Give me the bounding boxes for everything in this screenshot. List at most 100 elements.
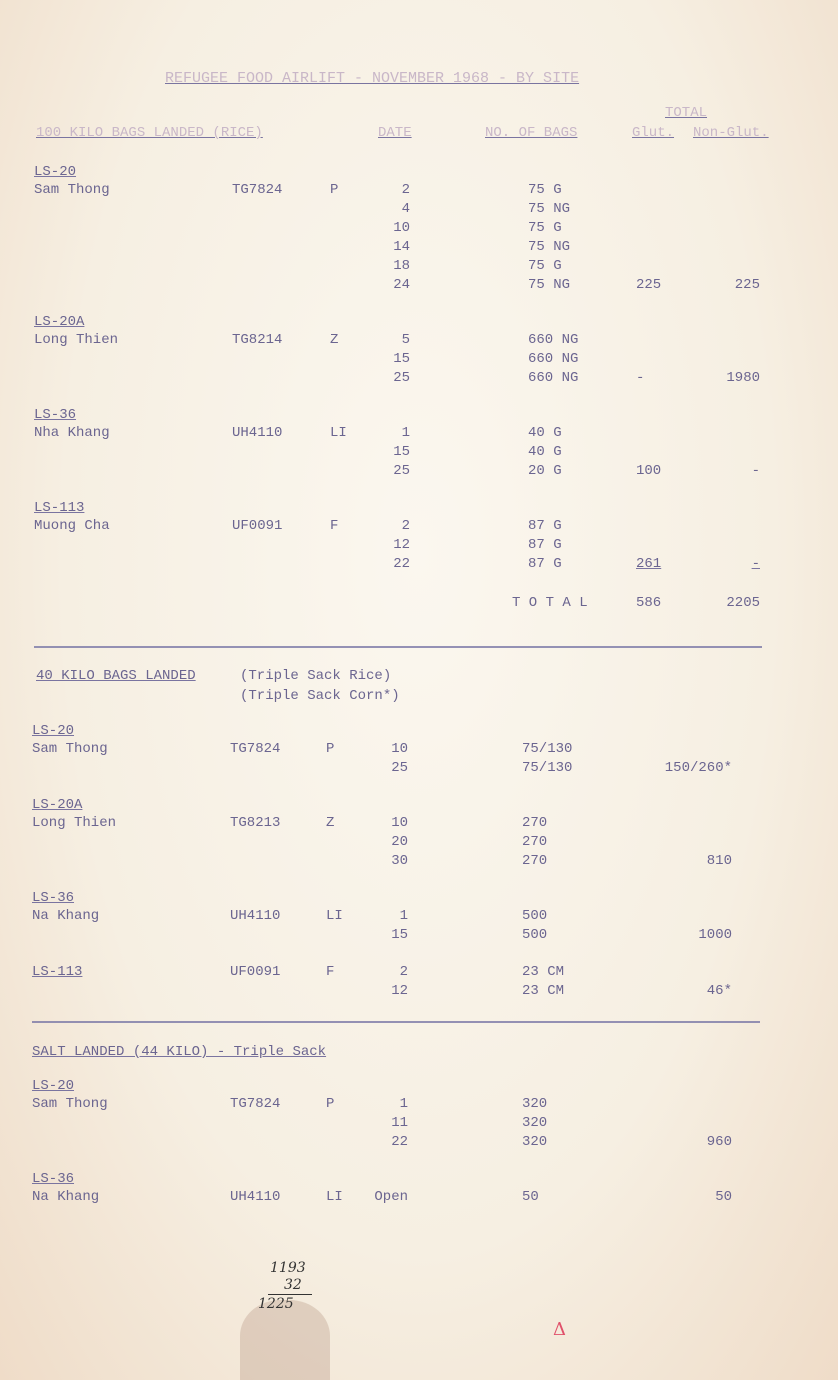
site-code: TG8214 (232, 332, 283, 348)
glut-total: 225 (636, 277, 662, 293)
glut-header: Glut. (632, 125, 675, 141)
site-total: 960 (706, 1134, 732, 1150)
site-code: TG8213 (230, 815, 281, 831)
grand-total-label: T O T A L (512, 595, 588, 611)
site-letter: P (330, 182, 339, 198)
bags-cell: 660 NG (528, 370, 579, 386)
site-code: UH4110 (232, 425, 283, 441)
section1-heading: 100 KILO BAGS LANDED (RICE) (36, 125, 263, 141)
bags-cell: 23 CM (522, 983, 565, 999)
date-cell: 1 (399, 908, 408, 924)
site-code: UH4110 (230, 1189, 281, 1205)
section2-sub1: (Triple Sack Rice) (240, 668, 392, 684)
nonglut-total: 1980 (726, 370, 760, 386)
section3-heading: SALT LANDED (44 KILO) - Triple Sack (32, 1044, 327, 1060)
site-letter: LI (326, 1189, 343, 1205)
date-cell: 25 (393, 463, 410, 479)
bags-cell: 500 (522, 908, 548, 924)
bags-cell: 75 NG (528, 277, 571, 293)
site-total: 46* (706, 983, 732, 999)
grand-total-nonglut: 2205 (726, 595, 760, 611)
date-cell: 10 (393, 220, 410, 236)
date-cell: 4 (401, 201, 410, 217)
site-name: Long Thien (34, 332, 119, 348)
site-code: TG7824 (230, 1096, 281, 1112)
date-cell: 30 (391, 853, 408, 869)
bags-cell: 75 NG (528, 239, 571, 255)
bags-cell: 50 (522, 1189, 539, 1205)
site-code: TG7824 (230, 741, 281, 757)
nonglut-total: 225 (734, 277, 760, 293)
site-label: LS-20 (32, 723, 75, 739)
date-cell: 1 (401, 425, 410, 441)
nonglut-header: Non-Glut. (693, 125, 769, 141)
site-letter: P (326, 741, 335, 757)
date-cell: 11 (391, 1115, 408, 1131)
site-letter: Z (330, 332, 339, 348)
bags-cell: 75 G (528, 258, 562, 274)
date-cell: 15 (393, 351, 410, 367)
divider (32, 1021, 760, 1023)
nonglut-total: - (751, 556, 760, 572)
site-label: LS-113 (34, 500, 85, 516)
date-cell: 22 (393, 556, 410, 572)
handwritten-sum-3: 1225 (258, 1296, 294, 1312)
date-cell: 18 (393, 258, 410, 274)
date-cell: 2 (399, 964, 408, 980)
date-cell: 22 (391, 1134, 408, 1150)
document-title: REFUGEE FOOD AIRLIFT - NOVEMBER 1968 - B… (165, 70, 580, 87)
date-cell: 25 (393, 370, 410, 386)
handwritten-sum-2: 32 (284, 1277, 302, 1293)
site-letter: F (330, 518, 339, 534)
bags-cell: 75/130 (522, 741, 573, 757)
date-cell: 15 (393, 444, 410, 460)
bags-cell: 500 (522, 927, 548, 943)
grand-total-glut: 586 (636, 595, 662, 611)
bags-cell: 660 NG (528, 351, 579, 367)
bags-cell: 75 G (528, 182, 562, 198)
date-cell: 12 (391, 983, 408, 999)
bags-cell: 660 NG (528, 332, 579, 348)
handwritten-line (268, 1294, 312, 1295)
site-letter: Z (326, 815, 335, 831)
site-code: UF0091 (230, 964, 281, 980)
bags-cell: 87 G (528, 518, 562, 534)
bags-cell: 270 (522, 815, 548, 831)
date-cell: 2 (401, 518, 410, 534)
bags-header: NO. OF BAGS (485, 125, 578, 141)
date-cell: Open (374, 1189, 408, 1205)
site-label: LS-20A (32, 797, 83, 813)
site-label: LS-20 (32, 1078, 75, 1094)
site-name: Na Khang (32, 908, 100, 924)
bags-cell: 87 G (528, 556, 562, 572)
bags-cell: 20 G (528, 463, 562, 479)
bags-cell: 270 (522, 853, 548, 869)
bags-cell: 40 G (528, 444, 562, 460)
site-name: Na Khang (32, 1189, 100, 1205)
site-code: TG7824 (232, 182, 283, 198)
site-letter: F (326, 964, 335, 980)
date-cell: 24 (393, 277, 410, 293)
date-cell: 1 (399, 1096, 408, 1112)
site-total: 1000 (698, 927, 732, 943)
section2-sub2: (Triple Sack Corn*) (240, 688, 400, 704)
bags-cell: 320 (522, 1115, 548, 1131)
divider (34, 646, 762, 648)
site-name: Muong Cha (34, 518, 110, 534)
stain (240, 1300, 330, 1380)
date-cell: 15 (391, 927, 408, 943)
glut-total: 261 (636, 556, 662, 572)
site-letter: LI (326, 908, 343, 924)
site-code: UF0091 (232, 518, 283, 534)
nonglut-total: - (751, 463, 760, 479)
site-letter: LI (330, 425, 347, 441)
site-total: 150/260* (664, 760, 732, 776)
site-letter: P (326, 1096, 335, 1112)
site-label: LS-20A (34, 314, 85, 330)
bags-cell: 270 (522, 834, 548, 850)
date-cell: 20 (391, 834, 408, 850)
red-mark: Δ (553, 1319, 566, 1340)
bags-cell: 87 G (528, 537, 562, 553)
date-cell: 12 (393, 537, 410, 553)
